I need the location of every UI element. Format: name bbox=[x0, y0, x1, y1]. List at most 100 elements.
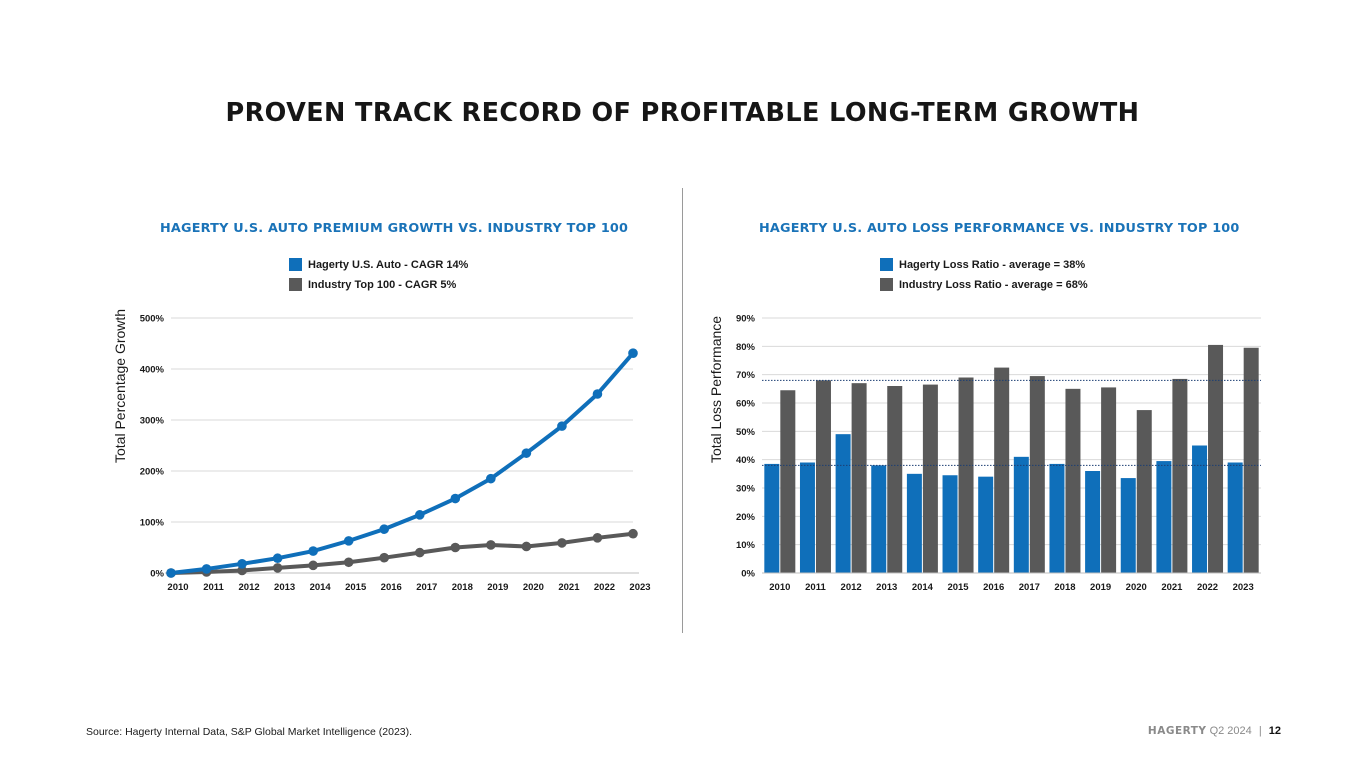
data-point bbox=[450, 493, 461, 504]
x-tick-label: 2015 bbox=[345, 582, 367, 593]
data-point bbox=[486, 473, 496, 484]
bar-hagerty bbox=[1013, 456, 1029, 573]
data-point bbox=[272, 553, 283, 564]
bar-industry bbox=[1243, 347, 1259, 573]
bar-hagerty bbox=[1192, 445, 1208, 573]
y-tick-label: 100% bbox=[140, 518, 165, 529]
legend-swatch-blue bbox=[289, 258, 302, 271]
data-point bbox=[237, 559, 247, 569]
x-tick-label: 2017 bbox=[416, 582, 437, 593]
x-tick-label: 2022 bbox=[594, 582, 615, 593]
bar-hagerty bbox=[978, 476, 994, 573]
y-tick-label: 500% bbox=[140, 314, 165, 325]
y-tick-label: 40% bbox=[736, 455, 756, 466]
data-point bbox=[592, 533, 603, 543]
x-tick-label: 2021 bbox=[558, 582, 580, 593]
y-tick-label: 90% bbox=[736, 314, 756, 325]
legend-swatch-blue bbox=[880, 258, 893, 271]
page-number: 12 bbox=[1268, 725, 1281, 737]
data-point bbox=[521, 448, 532, 458]
x-tick-label: 2012 bbox=[239, 582, 260, 593]
x-tick-label: 2010 bbox=[167, 582, 188, 593]
y-tick-label: 10% bbox=[736, 540, 756, 551]
data-point bbox=[379, 552, 390, 563]
bar-hagerty bbox=[835, 434, 851, 573]
x-tick-label: 2014 bbox=[310, 582, 332, 593]
bar-industry bbox=[780, 390, 796, 573]
y-tick-label: 70% bbox=[736, 370, 756, 381]
line-chart-title: HAGERTY U.S. AUTO PREMIUM GROWTH VS. IND… bbox=[160, 221, 629, 236]
bar-chart: 0% 10% 20% 30% 40% 50% 60% 70% 80% 90% 2010 2011 201… bbox=[736, 314, 1261, 593]
x-tick-label: 2010 bbox=[769, 582, 790, 593]
x-tick-label: 2019 bbox=[487, 582, 508, 593]
source-note: Source: Hagerty Internal Data, S&P Globa… bbox=[86, 726, 413, 738]
x-tick-label: 2023 bbox=[1233, 582, 1254, 593]
bar-industry bbox=[815, 380, 831, 573]
bar-hagerty bbox=[1049, 463, 1065, 573]
data-point bbox=[343, 536, 354, 546]
y-tick-label: 60% bbox=[736, 399, 756, 410]
y-tick-label: 50% bbox=[736, 427, 756, 438]
x-tick-label: 2011 bbox=[203, 582, 224, 593]
x-tick-label: 2015 bbox=[947, 582, 969, 593]
x-tick-label: 2013 bbox=[876, 582, 897, 593]
footer-brand: HAGERTY bbox=[1147, 725, 1207, 737]
data-point bbox=[592, 389, 603, 399]
data-point bbox=[343, 557, 354, 568]
data-point bbox=[237, 565, 247, 576]
series-line bbox=[169, 531, 635, 575]
bar-industry bbox=[1136, 410, 1152, 573]
x-tick-label: 2022 bbox=[1197, 582, 1218, 593]
x-tick-label: 2021 bbox=[1161, 582, 1183, 593]
y-tick-label: 20% bbox=[736, 512, 756, 523]
bar-industry bbox=[922, 384, 938, 573]
data-point bbox=[166, 568, 176, 578]
data-point bbox=[308, 560, 318, 571]
x-tick-label: 2012 bbox=[841, 582, 862, 593]
x-tick-label: 2020 bbox=[523, 582, 544, 593]
data-point bbox=[414, 547, 425, 558]
bar-industry bbox=[1029, 376, 1045, 573]
bar-industry bbox=[851, 383, 867, 573]
bar-hagerty bbox=[1085, 471, 1101, 573]
bar-industry bbox=[958, 377, 974, 573]
x-tick-label: 2020 bbox=[1126, 582, 1147, 593]
bar-chart-title: HAGERTY U.S. AUTO LOSS PERFORMANCE VS. I… bbox=[759, 221, 1240, 236]
bar-hagerty bbox=[871, 465, 887, 573]
x-tick-label: 2016 bbox=[983, 582, 1004, 593]
y-tick-label: 30% bbox=[736, 484, 756, 495]
data-point bbox=[414, 510, 425, 520]
data-point bbox=[379, 524, 390, 534]
data-point bbox=[521, 541, 532, 552]
bar-hagerty bbox=[799, 462, 815, 573]
data-point bbox=[557, 538, 567, 548]
legend-swatch-gray bbox=[880, 278, 893, 291]
x-tick-label: 2017 bbox=[1019, 582, 1040, 593]
bar-industry bbox=[994, 367, 1010, 573]
x-tick-label: 2018 bbox=[452, 582, 473, 593]
page-title: PROVEN TRACK RECORD OF PROFITABLE LONG-T… bbox=[225, 98, 1140, 128]
y-tick-label: 0% bbox=[741, 569, 755, 580]
series-line bbox=[169, 351, 635, 575]
bar-industry bbox=[1172, 378, 1188, 573]
bar-industry bbox=[1065, 388, 1081, 573]
x-tick-label: 2019 bbox=[1090, 582, 1111, 593]
legend-label: Hagerty U.S. Auto - CAGR 14% bbox=[308, 259, 469, 271]
bar-hagerty bbox=[1120, 478, 1136, 573]
y-tick-label: 200% bbox=[140, 467, 165, 478]
data-point bbox=[308, 546, 318, 556]
data-point bbox=[628, 348, 638, 358]
bar-industry bbox=[1101, 387, 1117, 573]
footer-period: Q2 2024 bbox=[1209, 725, 1252, 737]
bar-hagerty bbox=[764, 463, 780, 573]
bar-hagerty bbox=[1227, 462, 1243, 573]
y-tick-label: 0% bbox=[150, 569, 164, 580]
data-point bbox=[557, 421, 567, 431]
legend-label: Industry Top 100 - CAGR 5% bbox=[308, 279, 457, 291]
legend-label: Industry Loss Ratio - average = 68% bbox=[899, 279, 1088, 291]
x-tick-label: 2016 bbox=[381, 582, 402, 593]
x-tick-label: 2011 bbox=[805, 582, 826, 593]
footer: HAGERTY Q2 2024 | 12 bbox=[1148, 725, 1281, 737]
y-tick-label: 400% bbox=[140, 365, 165, 376]
bar-hagerty bbox=[942, 475, 958, 573]
